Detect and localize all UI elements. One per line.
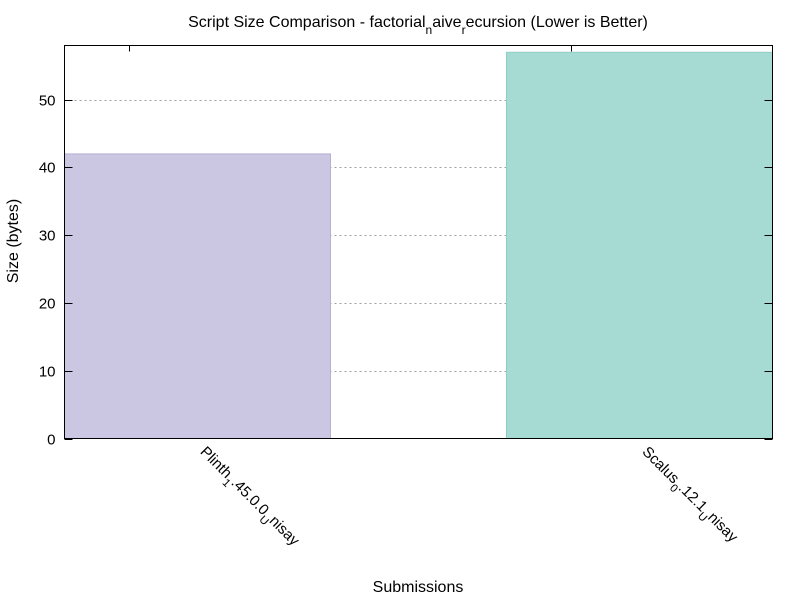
bar-1 [506,51,773,440]
x-axis-labels: Plinth1.45.0.0Unisay Scalus0.12.1Unisay [193,443,742,553]
plot-frame [64,45,773,439]
y-axis-label: Size (bytes) [5,199,22,283]
bars [64,51,773,440]
chart-title: Script Size Comparison - factorialnaiver… [188,14,648,37]
bar-0 [64,153,331,439]
x-tick-label: Scalus0.12.1Unisay [635,443,741,549]
x-axis-label: Submissions [373,579,464,596]
y-tick-label: 0 [47,432,55,449]
y-tick-label: 50 [39,93,56,110]
y-tick-label: 10 [39,364,56,381]
y-tick-label: 20 [39,296,56,313]
y-tick-label: 40 [39,160,56,177]
y-tick-label: 30 [39,228,56,245]
y-axis-ticks: 0 10 20 30 40 50 [39,45,773,449]
x-tick-label: Plinth1.45.0.0Unisay [193,443,303,553]
